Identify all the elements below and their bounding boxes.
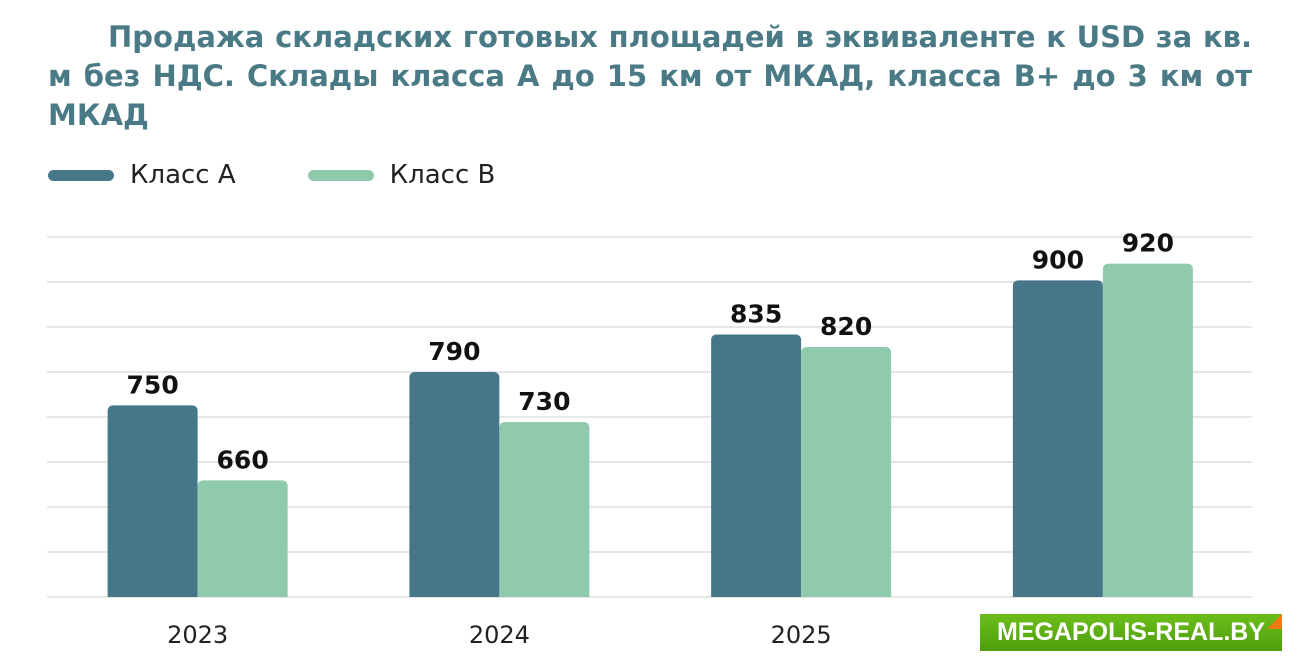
data-label: 820 <box>820 312 872 341</box>
bar-class-a-4 <box>1012 280 1103 597</box>
bar-class-b-4 <box>1102 263 1193 597</box>
watermark-logo: MEGAPOLIS-REAL.BY <box>980 614 1282 651</box>
x-tick-label: 2025 <box>771 621 832 649</box>
bar-class-b-2023 <box>197 480 288 597</box>
data-label: 660 <box>217 445 269 474</box>
bar-class-a-2024 <box>409 372 500 597</box>
data-label: 730 <box>518 387 570 416</box>
x-tick-label: 2023 <box>167 621 228 649</box>
legend-label: Класс В <box>389 160 496 190</box>
bar-class-a-2023 <box>107 405 198 597</box>
data-label: 790 <box>428 337 480 366</box>
x-tick-label: 2024 <box>469 621 530 649</box>
data-label: 750 <box>127 370 179 399</box>
legend-swatch-class-a <box>48 169 114 181</box>
chart-title: Продажа складских готовых площадей в экв… <box>48 20 1252 132</box>
legend: Класс А Класс В <box>48 160 567 190</box>
bar-class-b-2024 <box>499 422 590 597</box>
legend-item-class-b: Класс В <box>307 160 496 190</box>
watermark-text: MEGAPOLIS-REAL.BY <box>996 618 1266 646</box>
corner-fold-icon <box>1267 614 1282 629</box>
legend-item-class-a: Класс А <box>48 160 236 190</box>
data-label: 835 <box>730 300 782 329</box>
data-label: 900 <box>1032 245 1084 274</box>
bar-class-a-2025 <box>711 334 802 597</box>
legend-label: Класс А <box>130 160 236 190</box>
bar-class-b-2025 <box>801 347 892 597</box>
legend-swatch-class-b <box>307 169 374 181</box>
data-label: 920 <box>1122 229 1174 258</box>
